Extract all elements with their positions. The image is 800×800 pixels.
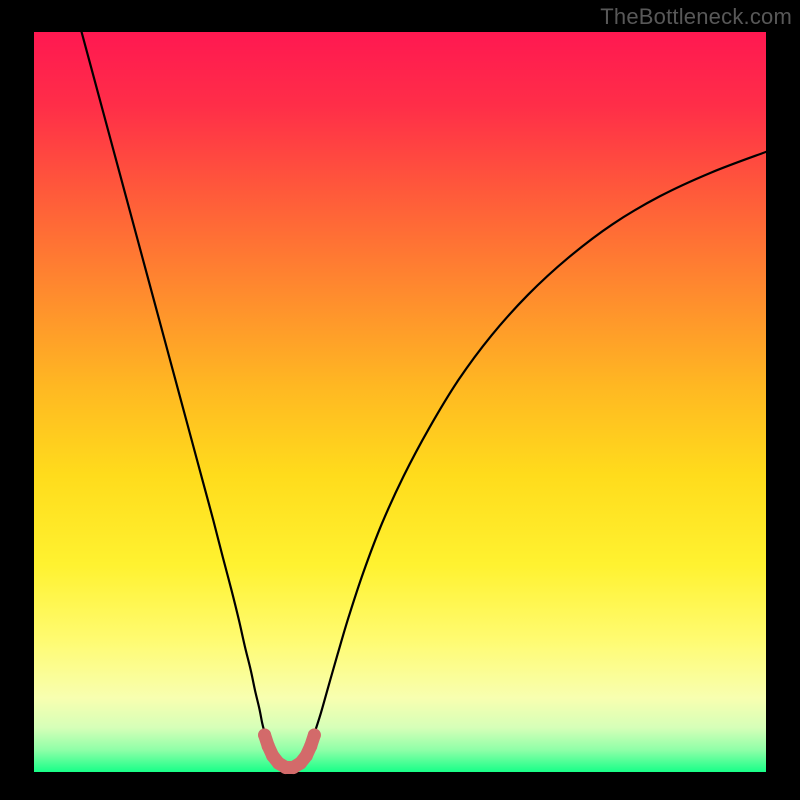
chart-root: TheBottleneck.com [0, 0, 800, 800]
watermark-label: TheBottleneck.com [600, 4, 792, 30]
bottleneck-curve-chart [0, 0, 800, 800]
chart-plot-bg [34, 32, 766, 772]
